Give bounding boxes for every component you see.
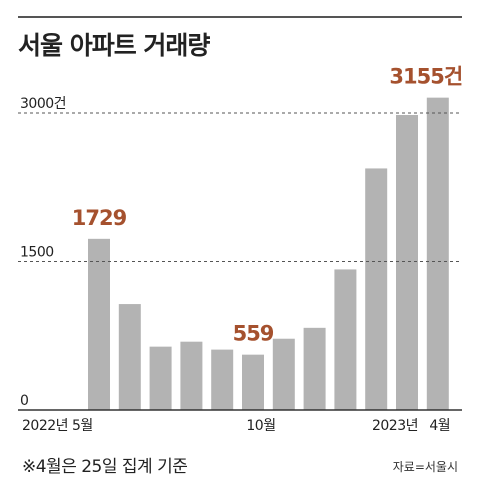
bar-2023-03 xyxy=(396,114,418,410)
bar-2023-02 xyxy=(365,168,388,410)
y-tick-label: 0 xyxy=(20,393,28,409)
x-tick-label: 10월 xyxy=(246,418,275,434)
bar-2022-06 xyxy=(118,304,141,410)
bar-2023-01 xyxy=(334,269,357,410)
y-tick-label: 1500 xyxy=(20,245,54,261)
top-rule xyxy=(18,16,462,18)
bar-2022-09 xyxy=(211,349,234,410)
bar-2022-12 xyxy=(303,327,326,410)
bar-2022-07 xyxy=(149,346,172,410)
bar-2022-05 xyxy=(88,238,110,410)
x-tick-label: 2022년 5월 xyxy=(22,418,93,434)
x-tick-label: 4월 xyxy=(429,418,450,434)
y-tick-label: 3000건 xyxy=(20,96,66,112)
bar-2022-08 xyxy=(180,341,203,410)
data-label: 559 xyxy=(233,322,274,346)
x-tick-label: 2023년 xyxy=(372,418,418,434)
bar-2022-10 xyxy=(242,354,264,410)
data-label: 3155건 xyxy=(389,65,462,89)
bar-2022-11 xyxy=(272,338,295,410)
data-label: 1729 xyxy=(72,206,127,230)
footnote: ※4월은 25일 집계 기준 xyxy=(22,457,188,477)
chart-title: 서울 아파트 거래량 xyxy=(18,31,210,60)
source-credit: 자료=서울시 xyxy=(392,460,458,474)
bar-2023-04 xyxy=(426,97,449,410)
